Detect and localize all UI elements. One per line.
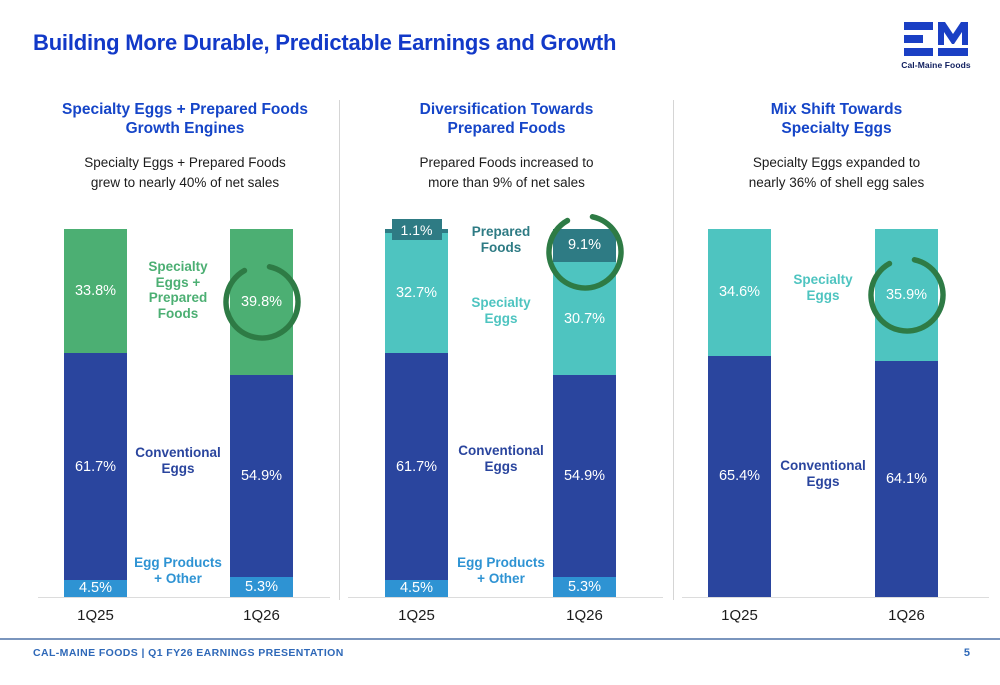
x-axis-label: 1Q26 xyxy=(243,607,280,624)
bar-segment: 5.3% xyxy=(230,577,293,597)
legend-entry: Conventional Eggs xyxy=(458,443,544,474)
bar-segment: 35.9% xyxy=(875,229,938,362)
panel-subtitle: Specialty Eggs expanded to nearly 36% of… xyxy=(748,155,925,190)
baseline xyxy=(348,597,663,598)
segment-value-label: 32.7% xyxy=(395,284,438,301)
legend-entry: Prepared Foods xyxy=(471,224,531,255)
legend-entry: Conventional Eggs xyxy=(135,445,221,476)
bar-segment: 4.5% xyxy=(64,580,127,597)
bar-segment: 33.8% xyxy=(64,229,127,354)
legend-entry: Specialty Eggs xyxy=(471,295,531,326)
callout-value-label: 1.1% xyxy=(391,219,442,240)
cal-maine-logo-icon xyxy=(904,22,968,56)
bar-segment: 34.6% xyxy=(708,229,771,357)
bar-segment: 30.7% xyxy=(553,262,616,376)
slide-title: Building More Durable, Predictable Earni… xyxy=(33,30,617,55)
segment-value-label: 30.7% xyxy=(563,310,606,327)
baseline xyxy=(682,597,989,598)
logo-caption: Cal-Maine Foods xyxy=(901,60,971,70)
bar-segment: 61.7% xyxy=(385,353,448,581)
x-axis-label: 1Q26 xyxy=(566,607,603,624)
panel-title: Diversification Towards Prepared Foods xyxy=(419,101,594,138)
panel-title: Mix Shift Towards Specialty Eggs xyxy=(770,101,903,138)
segment-value-label: 35.9% xyxy=(885,286,928,303)
segment-value-label: 4.5% xyxy=(78,580,113,597)
legend-entry: Specialty Eggs xyxy=(793,272,853,303)
legend-entry: Conventional Eggs xyxy=(780,458,866,489)
panel-diversification-prepared-foods: Diversification Towards Prepared Foods P… xyxy=(340,95,673,635)
segment-value-label: 64.1% xyxy=(885,470,928,487)
segment-value-label: 5.3% xyxy=(244,578,279,595)
segment-value-label: 34.6% xyxy=(718,284,761,301)
stacked-bar: 32.7% 61.7% 4.5% xyxy=(385,229,448,597)
bar-segment: 4.5% xyxy=(385,580,448,597)
footer-divider xyxy=(0,638,1000,640)
cal-maine-logo: Cal-Maine Foods xyxy=(896,22,976,70)
x-axis-label: 1Q25 xyxy=(398,607,435,624)
segment-value-label: 61.7% xyxy=(395,458,438,475)
bar-segment: 32.7% xyxy=(385,233,448,354)
legend-entry: Specialty Eggs + Prepared Foods xyxy=(148,259,208,321)
bar-segment: 5.3% xyxy=(553,577,616,597)
segment-value-label: 61.7% xyxy=(74,458,117,475)
legend-entry: Egg Products + Other xyxy=(457,555,545,586)
bar-segment: 65.4% xyxy=(708,356,771,597)
panel-subtitle: Prepared Foods increased to more than 9%… xyxy=(419,155,594,190)
bar-segment: 39.8% xyxy=(230,229,293,376)
x-axis-label: 1Q26 xyxy=(888,607,925,624)
panel-divider xyxy=(673,100,674,600)
baseline xyxy=(38,597,330,598)
bar-segment: 64.1% xyxy=(875,361,938,597)
stacked-bar: 33.8% 61.7% 4.5% xyxy=(64,229,127,597)
segment-value-label: 39.8% xyxy=(240,293,283,310)
segment-value-label: 65.4% xyxy=(718,468,761,485)
segment-value-label: 5.3% xyxy=(567,578,602,595)
stacked-bar: 34.6% 65.4% xyxy=(708,229,771,597)
panel-divider xyxy=(339,100,340,600)
panel-title: Specialty Eggs + Prepared Foods Growth E… xyxy=(62,101,308,138)
segment-value-label: 4.5% xyxy=(399,580,434,597)
panel-mix-shift-specialty: Mix Shift Towards Specialty Eggs Special… xyxy=(674,95,999,635)
page-number: 5 xyxy=(963,647,970,659)
bar-segment: 54.9% xyxy=(230,375,293,578)
bar-segment: 54.9% xyxy=(553,375,616,578)
segment-value-label: 54.9% xyxy=(563,468,606,485)
segment-value-label: 54.9% xyxy=(240,468,283,485)
segment-value-label: 9.1% xyxy=(567,237,602,254)
panel-specialty-prepared-growth: Specialty Eggs + Prepared Foods Growth E… xyxy=(30,95,340,635)
x-axis-label: 1Q25 xyxy=(721,607,758,624)
stacked-bar: 35.9% 64.1% xyxy=(875,229,938,597)
legend-entry: Egg Products + Other xyxy=(134,555,222,586)
stacked-bar: 9.1% 30.7% 54.9% 5.3% xyxy=(553,229,616,597)
segment-value-label: 33.8% xyxy=(74,282,117,299)
bar-segment: 9.1% xyxy=(553,229,616,263)
stacked-bar: 39.8% 54.9% 5.3% xyxy=(230,229,293,597)
bar-segment: 61.7% xyxy=(64,353,127,581)
panel-subtitle: Specialty Eggs + Prepared Foods grew to … xyxy=(84,155,286,190)
x-axis-label: 1Q25 xyxy=(77,607,114,624)
footer-text: CAL-MAINE FOODS | Q1 FY26 EARNINGS PRESE… xyxy=(33,647,344,659)
